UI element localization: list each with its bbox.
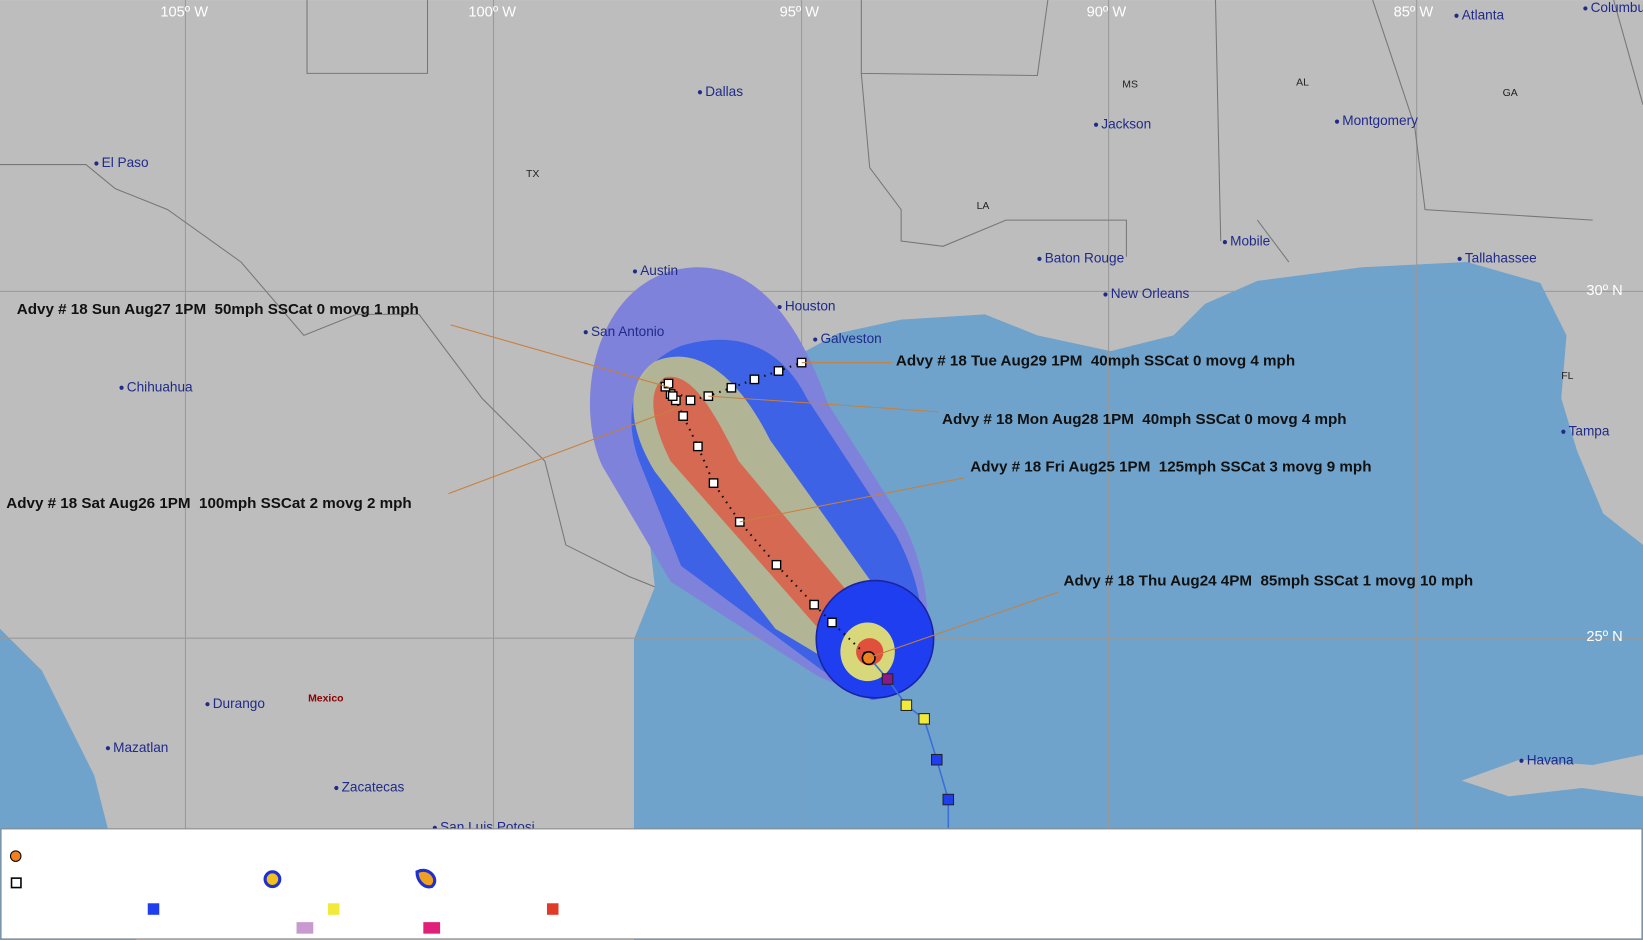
borders — [0, 0, 1643, 588]
advisory-label: Advy # 18 Sat Aug26 1PM 100mph SSCat 2 m… — [6, 495, 411, 512]
advisory-leader — [867, 591, 1059, 659]
city-label: Tampa — [1569, 423, 1610, 438]
city-label: Columbus — [1591, 0, 1643, 15]
forecast-position — [663, 378, 674, 389]
state-label: AL — [1296, 78, 1309, 89]
forecast-position — [692, 441, 703, 452]
city-dot — [1222, 240, 1228, 245]
city-dot — [697, 90, 703, 95]
city-label: Houston — [785, 299, 836, 314]
legend-symbols — [9, 850, 559, 934]
city-dot — [1519, 758, 1524, 763]
forecast-position — [678, 411, 689, 421]
city-label: Havana — [1527, 752, 1574, 767]
city-dot — [583, 330, 588, 335]
past-position — [930, 753, 943, 766]
city-dot — [1093, 122, 1099, 127]
city-dot — [777, 304, 782, 310]
city-dot — [1583, 6, 1588, 11]
city-label: Mobile — [1230, 234, 1270, 249]
city-label: Mazatlan — [113, 740, 168, 755]
state-label: TX — [526, 169, 539, 180]
past-position — [942, 793, 955, 806]
city-dot — [1334, 119, 1340, 124]
cone-hurricane — [653, 376, 884, 671]
forecast-position — [749, 374, 760, 385]
longitude-label: 90º W — [1087, 4, 1127, 20]
forecast-position — [667, 391, 678, 402]
city-dot — [1454, 13, 1459, 18]
city-dot — [1103, 292, 1108, 297]
forecast-position — [771, 559, 782, 570]
city-dot — [334, 785, 339, 791]
city-dot — [1457, 256, 1462, 261]
city-label: Zacatecas — [342, 780, 405, 795]
city-label: Chihuahua — [127, 379, 193, 394]
city-dot — [94, 161, 99, 166]
city-dot — [205, 702, 210, 707]
city-dot — [1037, 256, 1042, 261]
advisory-label: Advy # 18 Thu Aug24 4PM 85mph SSCat 1 mo… — [1064, 573, 1474, 590]
advisory-leader — [450, 324, 671, 389]
latitude-label: 25º N — [1586, 629, 1622, 645]
city-label: Austin — [640, 263, 678, 278]
forecast-position — [827, 617, 837, 628]
longitude-label: 95º W — [780, 4, 820, 20]
forecast-position — [809, 599, 820, 610]
longitude-label: 85º W — [1394, 4, 1434, 20]
city-label: Baton Rouge — [1045, 250, 1124, 265]
past-position — [900, 699, 913, 712]
forecast-position — [726, 382, 737, 393]
gulf-of-mexico — [633, 262, 1643, 940]
latitude-label: 30º N — [1586, 283, 1622, 299]
advisory-label: Advy # 18 Tue Aug29 1PM 40mph SSCat 0 mo… — [896, 353, 1295, 370]
state-label: LA — [977, 201, 990, 212]
city-dot — [1561, 429, 1566, 434]
city-label: Tallahassee — [1465, 250, 1537, 265]
forecast-cone — [589, 267, 935, 700]
forecast-position — [685, 395, 696, 406]
city-label: San Antonio — [591, 324, 664, 339]
city-dot — [813, 337, 818, 342]
city-label: Montgomery — [1342, 113, 1418, 128]
city-label: Durango — [213, 696, 265, 711]
advisory-label: Advy # 18 Mon Aug28 1PM 40mph SSCat 0 mo… — [942, 411, 1347, 428]
advisory-label: Advy # 18 Sun Aug27 1PM 50mph SSCat 0 mo… — [17, 301, 419, 318]
city-label: Galveston — [820, 331, 881, 346]
legend-box — [0, 828, 1643, 940]
cuba — [1461, 754, 1643, 797]
city-label: Dallas — [705, 84, 743, 99]
advisory-leader — [739, 477, 965, 523]
city-label: El Paso — [102, 155, 149, 170]
city-label: Atlanta — [1462, 7, 1505, 22]
forecast-position — [708, 478, 719, 488]
advisory-leader — [448, 406, 682, 495]
city-label: Jackson — [1101, 116, 1151, 131]
longitude-label: 105º W — [160, 4, 208, 20]
city-label: New Orleans — [1111, 286, 1190, 301]
advisory-leader — [708, 395, 939, 413]
state-label: FL — [1561, 371, 1573, 382]
forecast-position — [773, 366, 784, 376]
city-dot — [119, 385, 124, 390]
past-position — [918, 713, 930, 725]
country-label: Mexico — [308, 694, 344, 705]
state-label: GA — [1503, 88, 1518, 99]
city-dot — [632, 269, 638, 274]
city-dot — [105, 746, 111, 751]
past-position — [881, 673, 894, 685]
longitude-label: 100º W — [468, 4, 516, 20]
state-label: MS — [1122, 80, 1138, 91]
advisory-label: Advy # 18 Fri Aug25 1PM 125mph SSCat 3 m… — [970, 458, 1371, 475]
